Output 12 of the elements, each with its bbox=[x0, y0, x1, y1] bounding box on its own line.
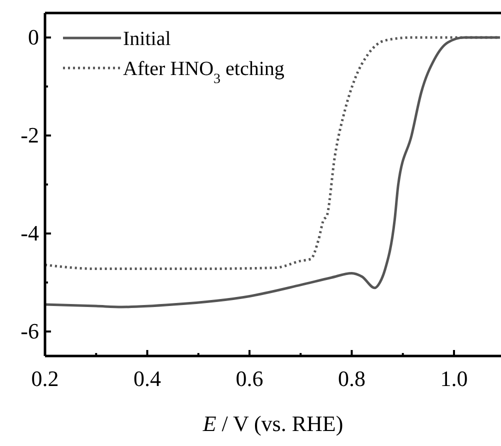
x-tick-label: 0.8 bbox=[338, 366, 366, 391]
y-tick-label: 0 bbox=[28, 24, 39, 50]
text: 1.0 bbox=[440, 366, 468, 391]
legend-label: Initial bbox=[123, 28, 172, 50]
y-tick-label: -4 bbox=[20, 220, 39, 246]
x-tick-label: 0.6 bbox=[236, 366, 264, 391]
x-axis-title: E / V (vs. RHE) bbox=[202, 411, 344, 436]
x-tick-label: 0.4 bbox=[133, 366, 161, 391]
y-tick-label: -2 bbox=[20, 122, 39, 148]
x-tick-label: 0.2 bbox=[31, 366, 59, 391]
legend-label: After HNO$_{3}$ etching bbox=[123, 58, 284, 86]
y-tick-label: -6 bbox=[20, 318, 39, 344]
